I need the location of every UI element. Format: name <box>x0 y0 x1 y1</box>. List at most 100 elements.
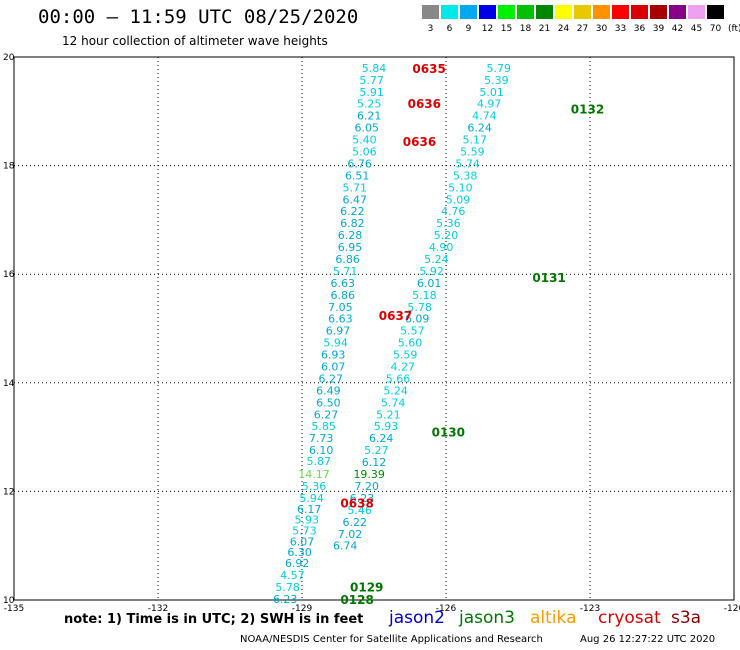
scale-label: 9 <box>465 24 472 34</box>
scale-label: 21 <box>538 24 551 34</box>
lat-tick-label: 16 <box>3 270 15 280</box>
lat-tick-label: 20 <box>3 53 15 63</box>
swh-point-jason3: 5.39 <box>484 74 509 87</box>
scale-swatch <box>422 5 439 19</box>
swh-point-cryosat: 6.30 <box>287 546 312 559</box>
swh-point-jason3: 5.21 <box>376 408 401 421</box>
swh-point-cryosat: 5.87 <box>307 455 332 468</box>
satellite-legend-jason2: jason2 <box>389 608 445 628</box>
swh-point-cryosat: 5.25 <box>357 98 382 111</box>
swh-point-cryosat: 6.22 <box>340 205 365 218</box>
swh-point-cryosat: 6.27 <box>319 372 344 385</box>
swh-point-jason3: 5.92 <box>419 265 444 278</box>
lon-tick-label: -126 <box>436 604 457 614</box>
pass-label: 0132 <box>571 103 604 117</box>
scale-swatch <box>612 5 629 19</box>
scale-label: 42 <box>671 24 684 34</box>
scale-swatch <box>669 5 686 19</box>
swh-point-cryosat: 6.95 <box>338 241 363 254</box>
scale-swatch <box>707 5 724 19</box>
page-subtitle: 12 hour collection of altimeter wave hei… <box>62 34 328 48</box>
swh-point-jason3: 7.02 <box>338 528 363 541</box>
scale-label: 70 <box>709 24 722 34</box>
pass-label: 0129 <box>350 580 383 594</box>
legend-note: note: 1) Time is in UTC; 2) SWH is in fe… <box>64 612 364 627</box>
map-grid <box>13 56 735 601</box>
swh-point-jason3: 5.93 <box>374 420 399 433</box>
swh-point-cryosat: 5.77 <box>359 74 384 87</box>
swh-point-cryosat: 5.91 <box>359 86 384 99</box>
pass-label: 0635 <box>412 62 445 76</box>
swh-point-cryosat: 6.51 <box>345 169 370 182</box>
scale-label: 12 <box>481 24 494 34</box>
swh-point-cryosat: 6.28 <box>338 229 363 242</box>
swh-point-jason3: 6.09 <box>405 313 430 326</box>
swh-point-cryosat: 6.27 <box>314 408 339 421</box>
swh-point-jason3: 5.17 <box>463 134 488 147</box>
swh-point-jason3: 19.39 <box>353 468 385 481</box>
scale-swatch <box>650 5 667 19</box>
page-title: 00:00 – 11:59 UTC 08/25/2020 <box>38 6 359 28</box>
swh-point-cryosat: 6.50 <box>316 396 341 409</box>
footer-timestamp: Aug 26 12:27:22 UTC 2020 <box>580 634 716 645</box>
swh-point-cryosat: 6.47 <box>343 193 368 206</box>
swh-point-cryosat: 6.63 <box>328 313 353 326</box>
swh-point-jason3: 5.59 <box>393 349 418 362</box>
swh-point-jason3: 4.27 <box>391 361 416 374</box>
swh-point-cryosat: 6.82 <box>340 217 365 230</box>
scale-label: 33 <box>614 24 627 34</box>
scale-label: 18 <box>519 24 532 34</box>
swh-point-jason3: 5.79 <box>487 62 512 75</box>
lat-tick-label: 10 <box>3 596 15 606</box>
lon-tick-label: -132 <box>148 604 168 614</box>
pass-label: 0638 <box>340 496 373 510</box>
swh-point-cryosat: 6.07 <box>321 361 346 374</box>
swh-point-jason3: 6.12 <box>362 456 387 469</box>
scale-swatch <box>555 5 572 19</box>
swh-point-cryosat: 6.92 <box>285 557 310 570</box>
lat-tick-label: 18 <box>3 162 15 172</box>
swh-point-cryosat: 7.73 <box>309 432 334 445</box>
swh-point-jason3: 5.66 <box>386 372 411 385</box>
scale-swatch <box>688 5 705 19</box>
lat-tick-label: 14 <box>3 379 15 389</box>
scale-swatch <box>517 5 534 19</box>
swh-point-jason3: 5.60 <box>398 337 423 350</box>
swh-point-jason3: 4.90 <box>429 241 454 254</box>
wave-height-points: 5.845.775.915.256.216.055.405.066.766.51… <box>273 62 511 606</box>
lon-tick-label: -129 <box>292 604 313 614</box>
swh-point-jason3: 4.76 <box>441 205 466 218</box>
scale-unit: (ft) <box>728 24 740 34</box>
pass-label: 0130 <box>432 426 465 440</box>
swh-point-cryosat: 5.40 <box>352 134 377 147</box>
scale-swatch <box>574 5 591 19</box>
swh-point-jason3: 4.74 <box>472 110 497 123</box>
swh-point-cryosat: 7.05 <box>328 301 353 314</box>
swh-point-jason3: 6.24 <box>467 122 492 135</box>
swh-point-cryosat: 6.07 <box>290 535 315 548</box>
scale-label: 3 <box>427 24 434 34</box>
scale-swatch <box>631 5 648 19</box>
satellite-legend-altika: altika <box>530 608 577 628</box>
swh-point-cryosat: 6.21 <box>357 110 382 123</box>
pass-label: 0636 <box>403 135 436 149</box>
scale-swatch <box>441 5 458 19</box>
swh-point-jason3: 4.97 <box>477 98 502 111</box>
swh-point-jason3: 5.27 <box>364 444 389 457</box>
scale-swatch <box>460 5 477 19</box>
swh-point-cryosat: 5.78 <box>275 581 300 594</box>
swh-point-cryosat: 4.57 <box>280 569 305 582</box>
satellite-legend-s3a: s3a <box>671 608 702 628</box>
swh-point-jason3: 5.09 <box>446 193 471 206</box>
swh-point-jason3: 5.10 <box>448 181 473 194</box>
swh-point-cryosat: 6.86 <box>335 253 360 266</box>
footer-credit: NOAA/NESDIS Center for Satellite Applica… <box>240 634 543 645</box>
swh-point-cryosat: 5.06 <box>352 145 377 158</box>
swh-point-jason3: 6.24 <box>369 432 394 445</box>
lat-tick-label: 12 <box>3 487 14 497</box>
swh-point-cryosat: 6.76 <box>347 157 372 170</box>
swh-point-cryosat: 14.17 <box>298 468 330 481</box>
swh-point-cryosat: 6.10 <box>309 444 334 457</box>
